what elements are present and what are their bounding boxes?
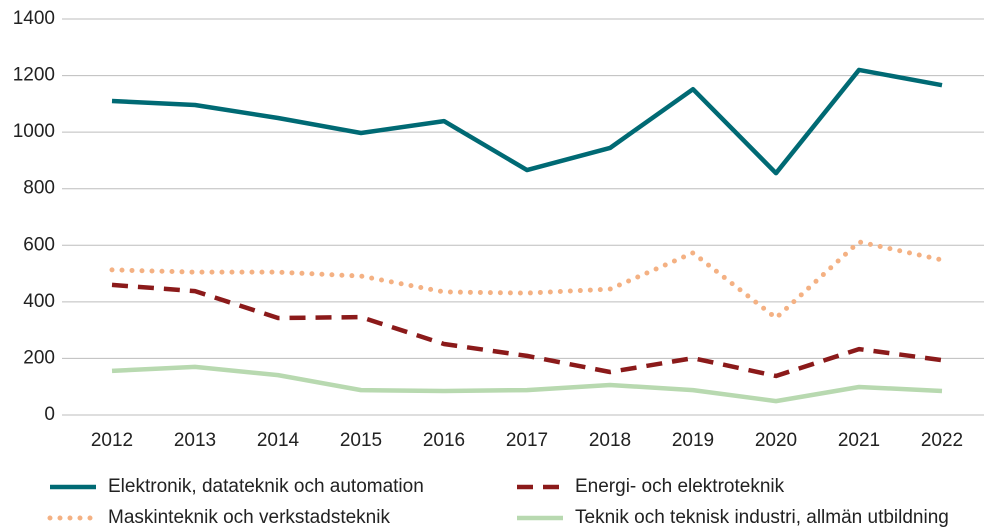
y-tick-label: 1000 <box>13 121 55 142</box>
legend-label: Maskinteknik och verkstadsteknik <box>108 507 390 528</box>
x-tick-label: 2013 <box>174 430 216 451</box>
legend-label: Elektronik, datateknik och automation <box>108 476 424 497</box>
x-tick-label: 2020 <box>755 430 797 451</box>
y-tick-label: 200 <box>23 347 55 368</box>
y-tick-label: 1200 <box>13 65 55 86</box>
legend-label: Teknik och teknisk industri, allmän utbi… <box>575 507 949 528</box>
data-line <box>111 364 943 404</box>
x-tick-label: 2018 <box>589 430 631 451</box>
x-tick-label: 2021 <box>838 430 880 451</box>
y-tick-label: 400 <box>23 291 55 312</box>
x-tick-label: 2019 <box>672 430 714 451</box>
y-tick-label: 600 <box>23 234 55 255</box>
y-tick-label: 800 <box>23 178 55 199</box>
y-tick-label: 1400 <box>13 8 55 29</box>
data-line <box>111 282 943 379</box>
data-line <box>111 67 943 176</box>
legend-label: Energi- och elektroteknik <box>575 476 785 497</box>
x-tick-label: 2012 <box>91 430 133 451</box>
data-line <box>109 239 945 321</box>
x-tick-label: 2014 <box>257 430 300 451</box>
x-tick-label: 2022 <box>921 430 963 451</box>
x-tick-label: 2017 <box>506 430 548 451</box>
x-tick-label: 2016 <box>423 430 465 451</box>
x-tick-label: 2015 <box>340 430 382 451</box>
y-tick-label: 0 <box>44 404 55 425</box>
